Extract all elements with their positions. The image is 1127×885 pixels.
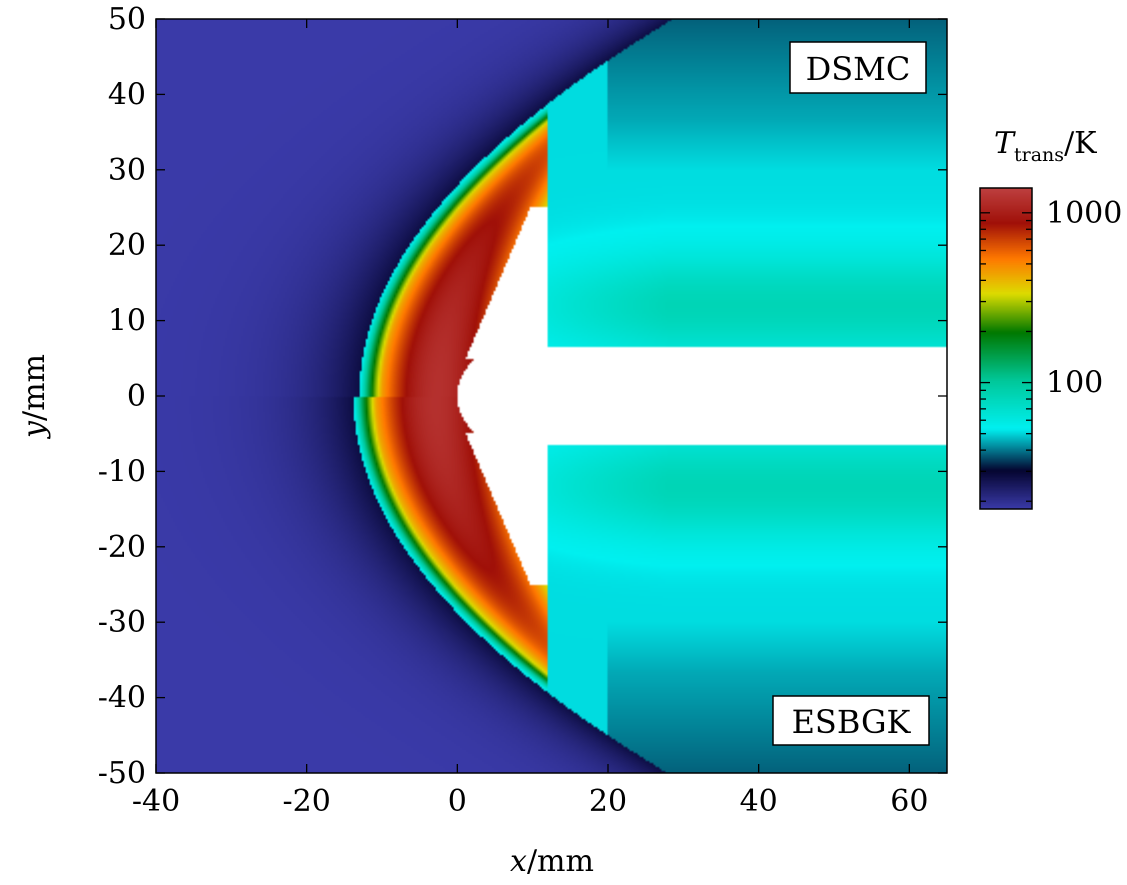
colorbar-tick-label: 100 [1046,366,1103,401]
colorbar-tick-label: 1000 [1046,196,1122,231]
y-tick-label: -40 [98,681,146,716]
y-tick-label: 20 [108,228,146,263]
y-tick-label: 0 [127,379,146,414]
y-axis-label: y/mm [17,354,52,440]
x-axis-label: x/mm [510,844,594,879]
y-tick-label: -50 [98,756,146,791]
x-tick-label: 20 [589,784,627,819]
y-tick-label: -20 [98,530,146,565]
y-tick-label: 30 [108,153,146,188]
temperature-field [156,19,947,773]
x-tick-label: 40 [740,784,778,819]
colorbar-title: Ttrans/K [994,126,1097,166]
dsmc-label: DSMC [806,50,911,88]
esbgk-label: ESBGK [792,703,912,741]
x-tick-label: -40 [132,784,180,819]
y-tick-label: 50 [108,2,146,37]
colorbar-ticks [980,212,1032,502]
colorbar: Ttrans/K 1000 100 [979,126,1122,510]
x-tick-label: 0 [448,784,467,819]
colorbar-frame [979,187,1033,510]
y-tick-label: 40 [108,77,146,112]
y-tick-label: -10 [98,454,146,489]
y-tick-label: -30 [98,605,146,640]
heatmap-area [156,19,947,773]
colorbar-gradient [980,188,1032,509]
colorbar-tick-labels: 1000 100 [1046,196,1122,401]
y-tick-label: 10 [108,304,146,339]
esbgk-label-box: ESBGK [772,695,930,746]
dsmc-label-box: DSMC [789,41,927,94]
axis-ticks [155,18,947,774]
x-tick-label: 60 [890,784,928,819]
x-tick-label: -20 [283,784,331,819]
